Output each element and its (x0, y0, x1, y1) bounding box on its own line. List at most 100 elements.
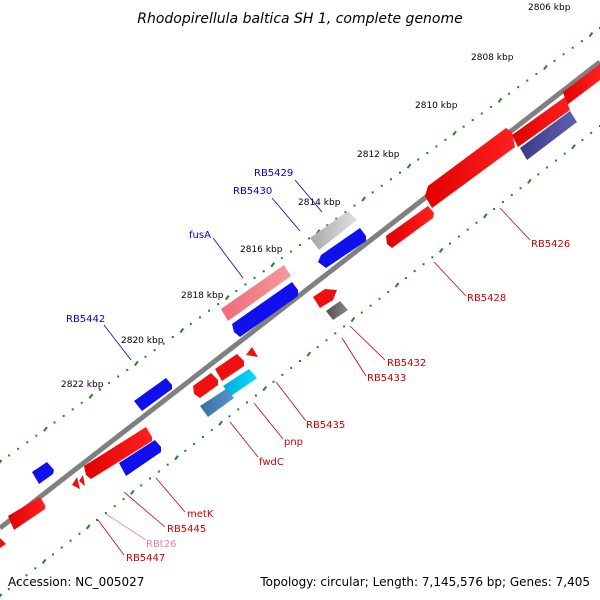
gene-block[interactable] (134, 378, 172, 411)
ruler-dot (184, 449, 187, 452)
ruler-dot (104, 512, 107, 515)
ruler-dot (326, 224, 329, 227)
ruler-major-tick (394, 282, 400, 288)
ruler-dot (96, 518, 99, 521)
gene-block[interactable] (84, 427, 152, 479)
ruler-major-tick (262, 386, 268, 392)
ruler-dot (508, 92, 511, 95)
ruler-major-tick (0, 593, 3, 599)
ruler-dot (272, 380, 275, 383)
gene-block[interactable] (0, 538, 6, 548)
ruler-dot (299, 360, 301, 362)
gene-label-rb5435[interactable]: RB5435 (306, 420, 345, 431)
ruler-dot (325, 339, 328, 342)
gene-block[interactable] (326, 301, 348, 320)
ruler-dot (149, 477, 151, 480)
gene-block[interactable] (221, 265, 291, 321)
tick-label-2814: 2814 kbp (298, 198, 341, 208)
accession-label: Accession: NC_005027 (8, 575, 145, 589)
ruler-dot (208, 309, 211, 312)
ruler-dot (435, 145, 438, 148)
forward-genes (32, 64, 600, 484)
gene-block[interactable] (425, 128, 515, 208)
gene-block[interactable] (563, 64, 600, 105)
ruler-major-tick (350, 316, 356, 323)
ruler-dot (571, 46, 574, 49)
gene-block[interactable] (520, 111, 577, 160)
ruler-major-tick (543, 64, 548, 71)
gene-block[interactable] (318, 228, 366, 268)
ruler-dot (344, 211, 347, 214)
gene-label-rb5442[interactable]: RB5442 (66, 314, 105, 325)
gene-block[interactable] (232, 282, 298, 337)
gene-label-rb5445[interactable]: RB5445 (167, 524, 206, 535)
ruler-major-tick (571, 144, 576, 150)
ruler-dot (380, 184, 383, 187)
ruler-dot (35, 434, 38, 437)
ruler-dot (262, 270, 265, 273)
ruler-dot (16, 581, 19, 584)
gene-block[interactable] (8, 497, 45, 530)
gene-block[interactable] (193, 373, 218, 398)
ruler-dot (537, 173, 540, 176)
gene-label-rb5430[interactable]: RB5430 (233, 186, 272, 197)
gene-label-rbt26[interactable]: RBt26 (146, 539, 176, 550)
ruler-major-tick (527, 178, 532, 184)
ruler-dot (210, 429, 213, 432)
gene-label-fusa[interactable]: fusA (189, 230, 211, 241)
ruler-dot (426, 151, 429, 154)
ruler-dot (246, 401, 249, 404)
gene-block[interactable] (386, 206, 434, 248)
ruler-dot (493, 207, 496, 210)
ruler-major-tick (361, 196, 366, 202)
gene-block[interactable] (512, 97, 570, 147)
gene-block[interactable] (246, 347, 258, 357)
gene-block[interactable] (119, 440, 161, 476)
gene-block[interactable] (200, 389, 234, 417)
gene-label-pnp[interactable]: pnp (284, 437, 303, 448)
ruler-dot (581, 138, 584, 141)
ruler-dot (316, 346, 319, 349)
gene-block[interactable] (310, 211, 357, 250)
gene-label-rb5432[interactable]: RB5432 (387, 358, 426, 369)
gene-label-rb5447[interactable]: RB5447 (126, 553, 165, 564)
ruler-dot (526, 79, 529, 82)
tick-label-2820: 2820 kbp (121, 336, 164, 346)
ruler-dot (413, 270, 416, 273)
gene-label-rb5426[interactable]: RB5426 (531, 239, 570, 250)
ruler-dot (228, 415, 231, 418)
ruler-dot (71, 408, 74, 411)
outer-ruler (0, 27, 600, 465)
gene-block[interactable] (79, 475, 85, 486)
gene-block[interactable] (215, 354, 244, 381)
ruler-major-tick (482, 213, 488, 219)
gene-label-metk[interactable]: metK (187, 509, 214, 520)
ruler-dot (562, 53, 565, 56)
ruler-major-tick (218, 420, 223, 426)
ruler-dot (480, 112, 483, 115)
gene-block[interactable] (72, 477, 80, 489)
ruler-dot (466, 228, 469, 231)
ruler-dot (140, 484, 143, 487)
ruler-dot (162, 342, 165, 345)
ruler-dot (8, 454, 11, 457)
ruler-major-tick (497, 97, 503, 103)
ruler-dot (343, 325, 346, 328)
ruler-dot (281, 373, 284, 376)
gene-label-fwdc[interactable]: fwdC (259, 457, 284, 468)
ruler-dot (563, 152, 566, 155)
ruler-dot (308, 237, 311, 240)
gene-block[interactable] (313, 289, 337, 308)
ruler-dot (62, 414, 65, 417)
gene-block[interactable] (32, 462, 54, 484)
gene-label-rb5428[interactable]: RB5428 (467, 293, 506, 304)
ruler-dot (244, 283, 247, 286)
ruler-dot (60, 546, 63, 549)
ruler-dot (7, 588, 10, 591)
gene-label-rb5433[interactable]: RB5433 (367, 373, 406, 384)
ruler-dot (449, 242, 451, 245)
ruler-dot (235, 290, 238, 293)
gene-block[interactable] (223, 369, 257, 396)
ruler-dot (457, 235, 460, 238)
gene-label-rb5429[interactable]: RB5429 (254, 168, 293, 179)
